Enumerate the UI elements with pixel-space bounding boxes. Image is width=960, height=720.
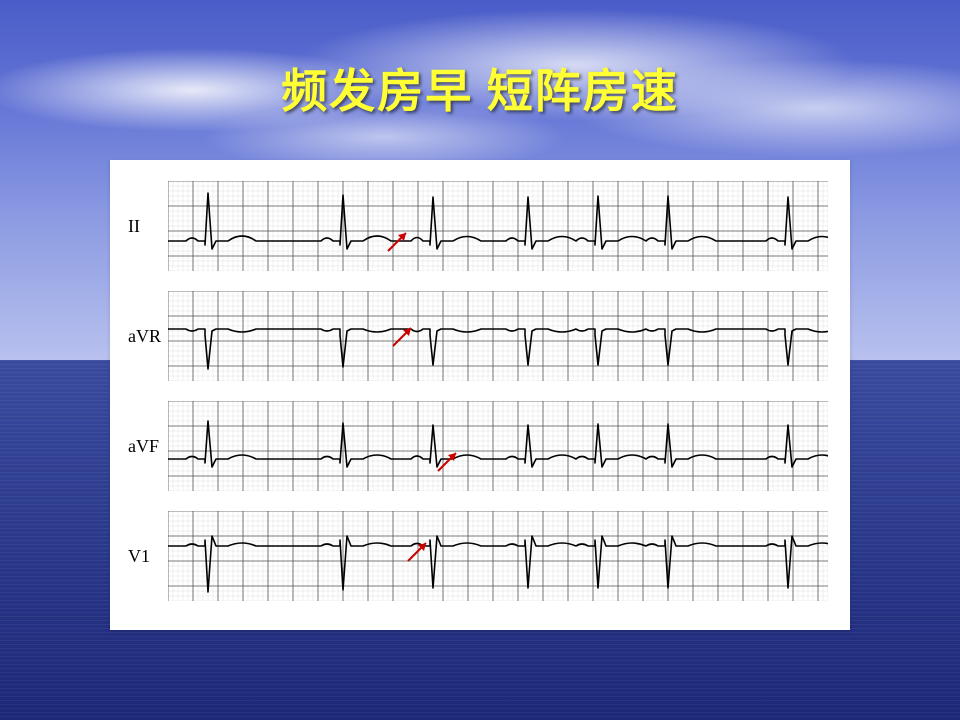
ecg-lead-row: aVR (128, 290, 832, 382)
annotation-arrow-icon (438, 453, 456, 471)
annotation-arrow-icon (388, 233, 406, 251)
ecg-lead-label: aVR (128, 326, 168, 347)
ecg-lead-label: aVF (128, 436, 168, 457)
ecg-lead-row: II (128, 180, 832, 272)
slide-title: 频发房早 短阵房速 (0, 55, 960, 121)
ecg-lead-label: II (128, 216, 168, 237)
annotation-arrow-icon (393, 328, 411, 346)
ecg-lead-strip (168, 511, 832, 601)
ecg-panel: II aVR aVF V1 (110, 160, 850, 630)
ecg-lead-strip (168, 401, 832, 491)
ecg-lead-strip (168, 181, 832, 271)
ecg-lead-label: V1 (128, 546, 168, 567)
ecg-lead-row: V1 (128, 510, 832, 602)
ecg-lead-row: aVF (128, 400, 832, 492)
ecg-lead-strip (168, 291, 832, 381)
